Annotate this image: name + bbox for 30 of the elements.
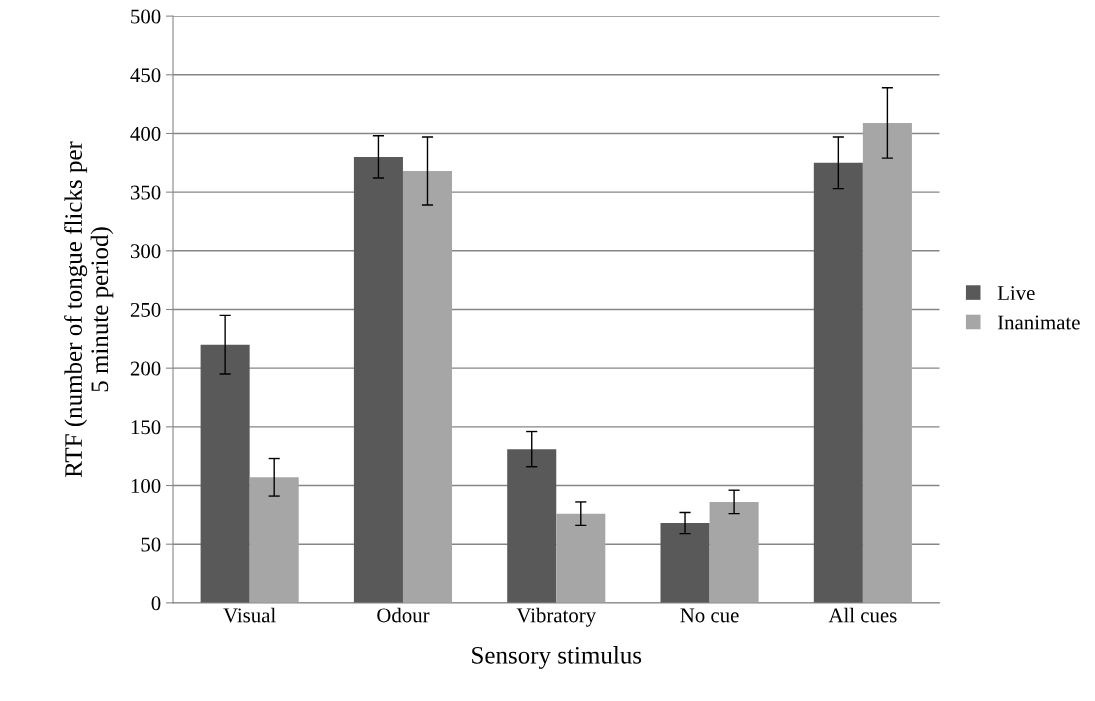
x-tick-label: Odour (377, 607, 430, 623)
y-axis-title: RTF (number of tongue flicks per 5 minute period) (64, 141, 114, 478)
bar (200, 344, 250, 603)
y-tick-label: 100 (131, 478, 161, 493)
bar (813, 162, 863, 603)
y-tick-label: 50 (141, 537, 161, 552)
y-tick-label: 350 (130, 185, 161, 200)
y-tick-label: 300 (130, 244, 161, 259)
legend-label: Live (997, 286, 1035, 301)
x-tick-label: All cues (828, 607, 897, 623)
bar (660, 523, 710, 603)
y-tick-label: 150 (131, 420, 161, 435)
bar (507, 449, 557, 603)
y-tick-label: 400 (130, 126, 161, 141)
y-tick-label: 200 (130, 361, 161, 376)
y-tick-label: 250 (130, 302, 161, 317)
bar (353, 156, 403, 603)
y-tick-label: 0 (151, 596, 161, 611)
y-tick-label: 450 (130, 68, 161, 83)
bar (709, 501, 759, 603)
bar (862, 122, 912, 603)
bar (556, 513, 606, 603)
bar (402, 171, 453, 603)
x-tick-label: No cue (680, 608, 739, 623)
x-axis-title: Sensory stimulus (472, 646, 642, 669)
legend-label: Inanimate (997, 315, 1080, 330)
bar (249, 477, 299, 603)
y-tick-label: 500 (131, 9, 161, 24)
x-tick-label: Visual (223, 607, 276, 623)
x-tick-label: Vibratory (516, 607, 597, 627)
